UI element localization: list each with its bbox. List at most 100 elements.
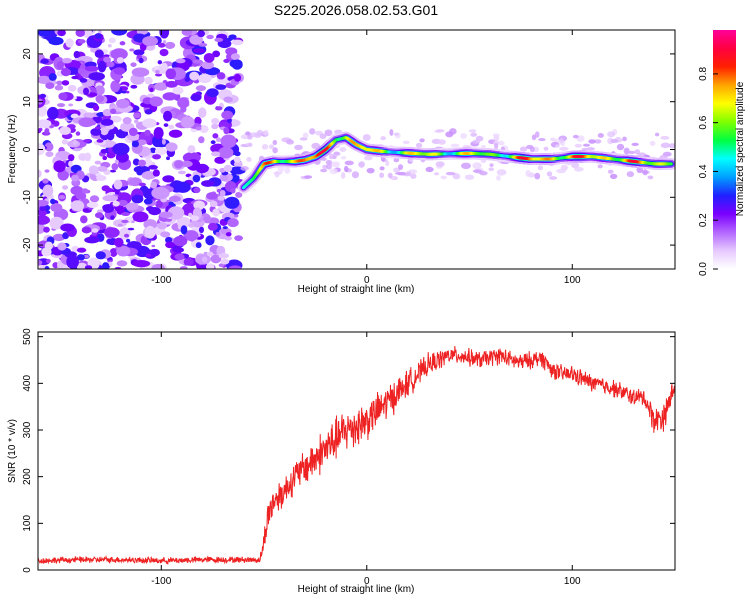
noise-blob — [138, 182, 146, 187]
noise-blob — [83, 87, 90, 96]
noise-blob — [190, 215, 200, 221]
noise-blob — [179, 266, 188, 269]
halo-blob — [246, 157, 252, 162]
noise-blob — [94, 49, 104, 58]
noise-blob — [145, 253, 152, 258]
noise-blob — [151, 263, 165, 269]
noise-blob — [161, 138, 166, 145]
halo-blob — [464, 174, 475, 180]
x-tick-label: -100 — [151, 275, 171, 286]
noise-blob — [231, 59, 243, 70]
noise-blob — [214, 37, 224, 43]
noise-blob — [192, 174, 201, 183]
noise-blob — [77, 39, 86, 44]
noise-blob — [40, 59, 49, 64]
noise-blob — [110, 215, 115, 220]
halo-blob — [647, 175, 654, 180]
noise-blob — [180, 116, 195, 129]
noise-blob — [154, 82, 168, 91]
noise-blob — [43, 226, 50, 233]
halo-blob — [440, 175, 447, 180]
noise-blob — [152, 169, 160, 177]
halo-blob — [519, 146, 528, 152]
y-tick-label: 300 — [22, 421, 33, 438]
noise-blob — [197, 73, 212, 84]
noise-blob — [235, 191, 243, 198]
noise-blob — [142, 118, 157, 128]
noise-blob — [222, 226, 228, 230]
halo-blob — [496, 169, 507, 176]
noise-blob — [168, 124, 175, 130]
noise-blob — [215, 106, 223, 111]
halo-blob — [440, 139, 445, 145]
noise-blob — [38, 128, 42, 134]
noise-blob — [159, 48, 169, 57]
noise-blob — [165, 236, 173, 243]
noise-blob — [177, 170, 186, 175]
noise-blob — [129, 48, 135, 52]
noise-blob — [162, 40, 167, 44]
noise-blob — [162, 175, 175, 183]
noise-blob — [223, 58, 230, 64]
noise-blob — [172, 247, 184, 253]
halo-blob — [380, 136, 386, 141]
noise-blob — [38, 223, 46, 234]
noise-blob — [114, 237, 124, 248]
noise-blob — [228, 34, 237, 40]
halo-blob — [402, 140, 410, 145]
noise-blob — [174, 160, 184, 169]
halo-blob — [597, 164, 603, 169]
noise-blob — [217, 195, 225, 201]
noise-blob — [96, 175, 107, 181]
noise-blob — [114, 191, 120, 195]
noise-blob — [151, 186, 170, 200]
noise-blob — [139, 43, 147, 52]
noise-blob — [121, 212, 130, 217]
noise-blob — [62, 185, 69, 190]
noise-blob — [71, 75, 79, 80]
noise-blob — [163, 123, 169, 127]
noise-blob — [89, 120, 97, 126]
noise-blob — [155, 147, 167, 156]
noise-blob — [132, 260, 151, 268]
halo-blob — [261, 143, 269, 150]
noise-blob — [233, 156, 241, 163]
noise-blob — [225, 232, 232, 237]
noise-blob — [101, 185, 110, 192]
halo-blob — [325, 159, 333, 165]
noise-blob — [57, 242, 67, 251]
noise-blob — [155, 73, 163, 77]
noise-blob — [38, 75, 51, 84]
noise-blob — [223, 96, 233, 103]
noise-blob — [44, 169, 50, 173]
snr-line — [38, 345, 675, 566]
halo-blob — [449, 128, 457, 135]
noise-blob — [83, 139, 91, 143]
noise-blob — [172, 86, 184, 95]
halo-blob — [472, 139, 481, 144]
noise-blob — [66, 254, 79, 269]
noise-blob — [89, 195, 100, 203]
halo-blob — [435, 129, 445, 133]
halo-blob — [366, 167, 375, 174]
noise-blob — [116, 245, 131, 257]
noise-blob — [160, 231, 171, 238]
noise-blob — [149, 96, 163, 107]
noise-blob — [133, 112, 141, 119]
snr-plot-area — [38, 332, 675, 570]
halo-blob — [450, 143, 460, 148]
noise-blob — [94, 212, 104, 219]
noise-blob — [94, 126, 101, 130]
noise-blob — [195, 126, 202, 131]
halo-blob — [525, 170, 531, 177]
noise-blob — [168, 129, 183, 138]
noise-blob — [70, 113, 79, 119]
noise-blob — [57, 30, 66, 37]
halo-blob — [660, 135, 670, 140]
spectrogram-x-axis: -100 0 100 — [151, 30, 581, 286]
noise-blob — [206, 88, 219, 98]
noise-blob — [59, 126, 71, 135]
colorbar-tick-label: 0.4 — [698, 164, 709, 178]
